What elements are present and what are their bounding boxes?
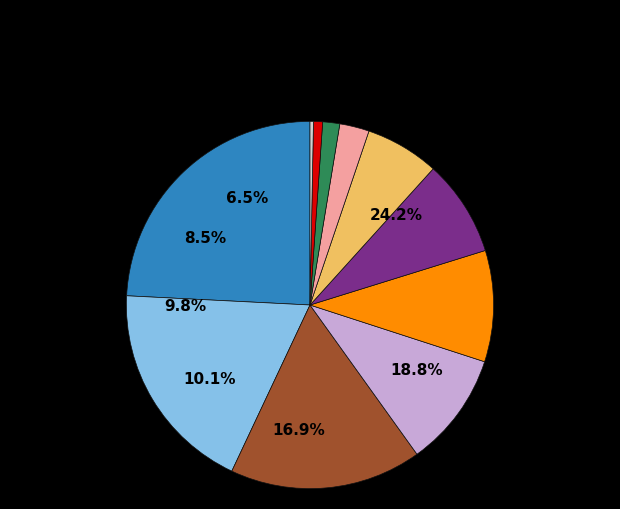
Wedge shape (310, 251, 494, 362)
Wedge shape (232, 305, 417, 489)
Text: 16.9%: 16.9% (272, 422, 325, 437)
Wedge shape (310, 125, 369, 305)
Wedge shape (310, 122, 322, 305)
Wedge shape (310, 132, 433, 305)
Wedge shape (126, 122, 310, 305)
Wedge shape (310, 123, 340, 305)
Text: 6.5%: 6.5% (226, 190, 268, 206)
Wedge shape (310, 169, 485, 305)
Wedge shape (310, 122, 314, 305)
Text: 18.8%: 18.8% (391, 362, 443, 377)
Text: 24.2%: 24.2% (370, 208, 423, 222)
Wedge shape (310, 305, 485, 455)
Text: 8.5%: 8.5% (184, 231, 226, 246)
Text: 10.1%: 10.1% (183, 372, 236, 386)
Text: 9.8%: 9.8% (164, 299, 206, 314)
Wedge shape (126, 296, 310, 471)
